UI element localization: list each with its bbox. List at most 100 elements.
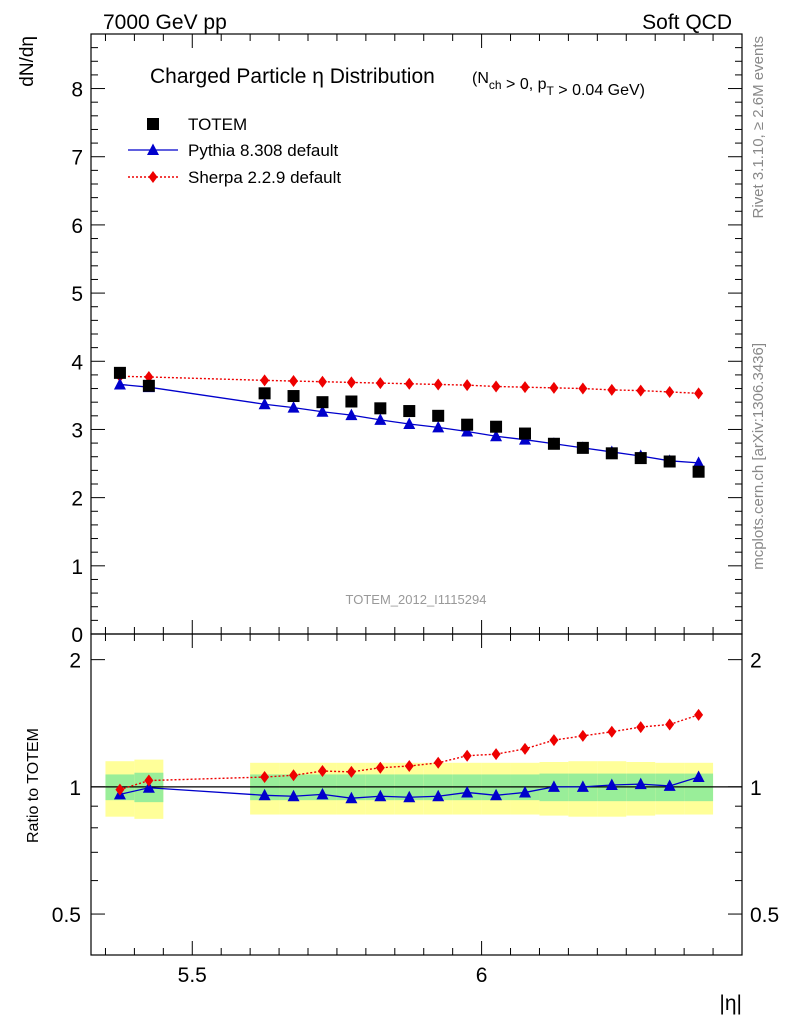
pythia-8-308-default-ratio-point [345, 791, 358, 804]
pythia-8-308-default-ratio-point [692, 770, 705, 783]
pythia-8-308-default-ratio-point [490, 788, 503, 801]
sherpa-2-2-9-default-point [375, 377, 385, 390]
sherpa-2-2-9-default-ratio-point [404, 760, 414, 773]
sherpa-2-2-9-default-ratio-point [317, 765, 327, 778]
pythia-8-308-default-ratio-point [374, 789, 387, 802]
totem-point [142, 379, 155, 392]
pythia-8-308-default-point [316, 405, 329, 417]
totem-point [432, 409, 445, 422]
sherpa-2-2-9-default-point [549, 381, 559, 394]
sherpa-2-2-9-default-ratio-point [115, 783, 125, 796]
sherpa-2-2-9-default-point [694, 387, 704, 400]
ratio-plot-frame [90, 633, 743, 956]
mcplots-label: mcplots.cern.ch [arXiv:1306.3436] [750, 343, 767, 570]
ratio-y-tick-label-right: 0.5 [750, 904, 779, 927]
legend-marker-pythia-8-308-default [147, 143, 159, 155]
legend-label: Pythia 8.308 default [188, 141, 339, 160]
totem-point [634, 452, 647, 465]
sherpa-2-2-9-default-ratio-point [346, 765, 356, 778]
totem-point [490, 420, 503, 433]
totem-point [519, 427, 531, 440]
rivet-version-label: Rivet 3.1.10, ≥ 2.6M events [750, 36, 767, 219]
pythia-8-308-default-ratio-point [576, 780, 589, 792]
totem-point [605, 447, 618, 460]
header-category-label: Soft QCD [642, 11, 732, 34]
plot-title-cuts: (Nch > 0, pT > 0.04 GeV) [472, 70, 645, 99]
sherpa-2-2-9-default-ratio-point [491, 748, 501, 761]
pythia-8-308-default-point [287, 401, 300, 413]
totem-point [113, 366, 126, 379]
pythia-8-308-default-point [461, 425, 474, 437]
totem-point [403, 405, 416, 418]
pythia-8-308-default-point [432, 420, 445, 433]
sherpa-2-2-9-default-point [491, 380, 501, 393]
sherpa-2-2-9-default-ratio-point [694, 708, 704, 721]
ratio-y-tick-label-right: 1 [750, 777, 762, 800]
sherpa-2-2-9-default-ratio-point [636, 721, 646, 734]
pythia-8-308-default-ratio-point [461, 785, 474, 798]
pythia-8-308-default-point [374, 413, 387, 425]
x-tick-label: 6 [476, 964, 488, 987]
pythia-8-308-default-ratio-point [287, 789, 300, 802]
legend: TOTEM Pythia 8.308 default Sherpa 2.2.9 de… [128, 115, 341, 187]
sherpa-2-2-9-default-ratio-point [607, 725, 617, 738]
sherpa-2-2-9-default-ratio-point [665, 718, 675, 731]
totem-point [461, 418, 474, 431]
sherpa-2-2-9-default-point [433, 378, 443, 391]
sherpa-2-2-9-default-point [578, 382, 588, 395]
sherpa-2-2-9-default-ratio-point [375, 761, 385, 774]
pythia-8-308-default-ratio-point [142, 781, 155, 793]
sherpa-2-2-9-default-ratio-point [260, 771, 270, 784]
sherpa-2-2-9-default-ratio-point [289, 769, 299, 782]
pythia-8-308-default-ratio-point [316, 787, 329, 800]
sherpa-2-2-9-default-ratio-point [462, 749, 472, 762]
main-y-tick-label: 5 [71, 283, 83, 306]
sherpa-2-2-9-default-point [317, 375, 327, 388]
analysis-watermark: TOTEM_2012_I1115294 [346, 592, 487, 607]
pythia-8-308-default-ratio-point [605, 778, 618, 791]
sherpa-2-2-9-default-point [607, 383, 617, 396]
pythia-8-308-default-ratio-point [634, 777, 647, 790]
sherpa-2-2-9-default-ratio-point [520, 742, 530, 755]
pythia-8-308-default-point [258, 397, 271, 410]
pythia-8-308-default-ratio-point [663, 779, 676, 791]
main-y-tick-label: 2 [71, 488, 83, 511]
main-y-tick-label: 4 [71, 351, 83, 374]
x-axis-label: |η| [719, 992, 742, 1015]
pythia-8-308-default-point [345, 408, 358, 421]
sherpa-2-2-9-default-ratio-point [549, 734, 559, 747]
pythia-8-308-default-ratio-point [258, 788, 271, 801]
sherpa-2-2-9-default-ratio-point [578, 729, 588, 742]
pythia-8-308-default-ratio-line [119, 776, 699, 799]
sherpa-2-2-9-default-ratio-point [144, 774, 154, 787]
ratio-y-tick-label-right: 2 [750, 650, 762, 673]
sherpa-2-2-9-default-line [119, 375, 699, 395]
sherpa-2-2-9-default-point [346, 376, 356, 389]
pythia-8-308-default-ratio-point [432, 789, 445, 802]
pythia-8-308-default-ratio-point [519, 785, 531, 798]
sherpa-2-2-9-default-point [636, 384, 646, 397]
pythia-8-308-default-ratio-point [547, 780, 560, 792]
plot-title: Charged Particle η Distribution [150, 65, 435, 88]
main-y-tick-label: 3 [71, 419, 83, 442]
legend-label: TOTEM [188, 115, 247, 134]
totem-point [316, 396, 329, 409]
legend-label: Sherpa 2.2.9 default [188, 168, 341, 187]
main-y-tick-label: 0 [71, 624, 83, 647]
ratio-ylabel: Ratio to TOTEM [25, 728, 42, 843]
header-energy-label: 7000 GeV pp [103, 11, 227, 34]
legend-marker-sherpa-2-2-9-default [148, 171, 158, 183]
totem-point [576, 441, 589, 454]
totem-point [692, 465, 705, 478]
x-tick-label: 5.5 [178, 964, 207, 987]
pythia-8-308-default-point [692, 456, 705, 468]
sherpa-2-2-9-default-point [462, 379, 472, 392]
main-y-tick-label: 8 [71, 79, 83, 102]
sherpa-2-2-9-default-point [520, 381, 530, 394]
totem-point [258, 387, 271, 400]
pythia-8-308-default-point [490, 429, 503, 442]
totem-point [547, 437, 560, 450]
totem-point [345, 395, 358, 408]
legend-entry-totem: TOTEM [147, 115, 247, 134]
